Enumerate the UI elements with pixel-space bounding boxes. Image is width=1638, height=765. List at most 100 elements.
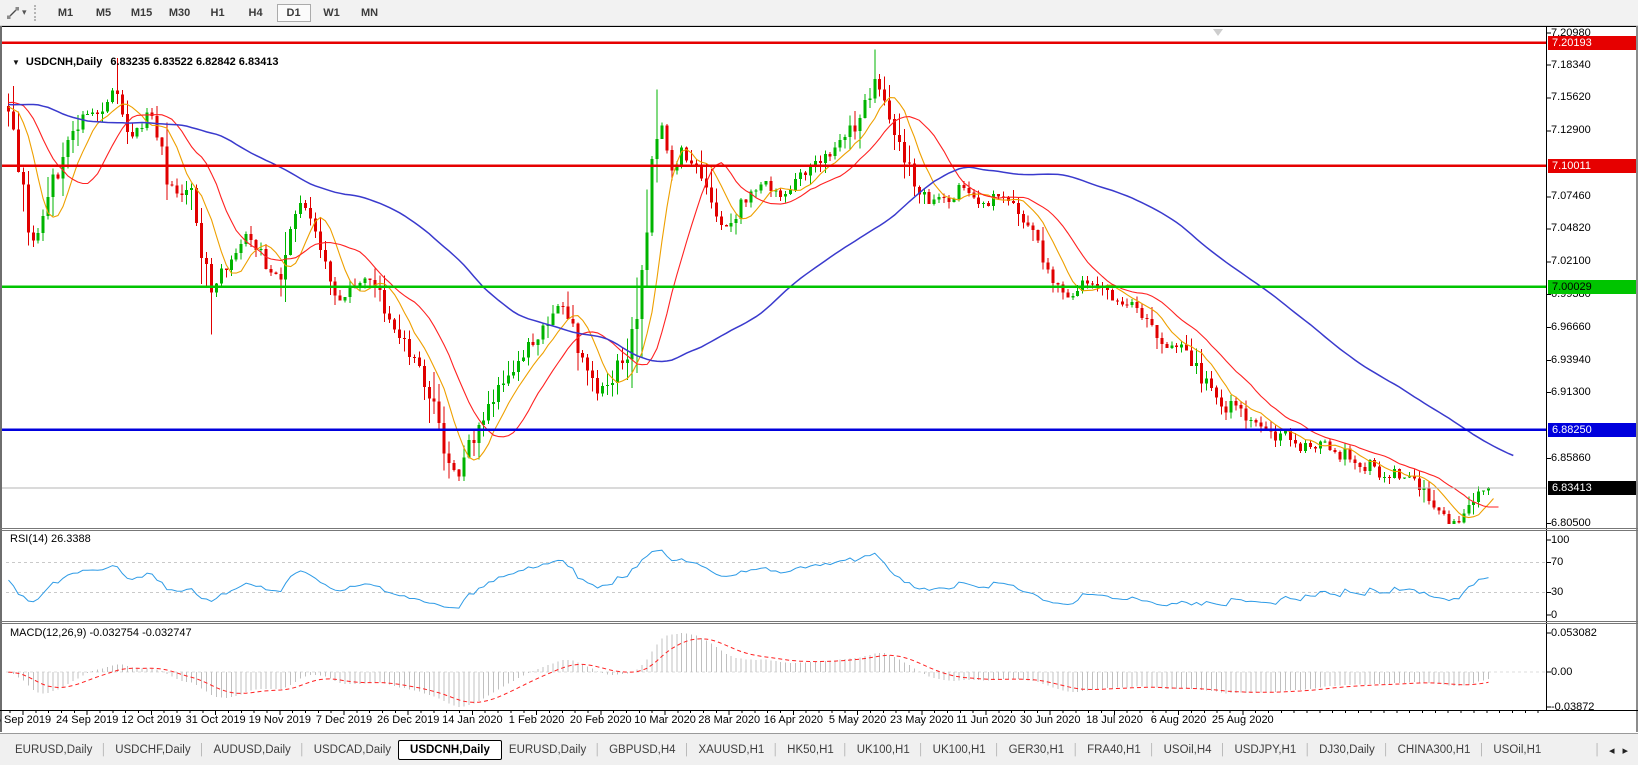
time-axis-label: 26 Dec 2019 [376,714,440,726]
rsi-axis-label: 100 [1551,533,1570,546]
tab-audusd-daily[interactable]: AUDUSD,Daily [213,744,291,756]
tab-eurusd-daily[interactable]: EURUSD,Daily [15,744,93,756]
rsi-macd-splitter[interactable] [0,621,1638,622]
chart-top-border [0,26,1638,27]
time-axis-label: 7 Dec 2019 [315,714,373,726]
tab-separator: │ [298,744,306,756]
chart-right-border [1636,26,1638,732]
price-axis-label: 7.07460 [1551,190,1591,203]
tab-dj30-daily[interactable]: DJ30,Daily [1319,744,1375,756]
time-axis-label: 5 May 2020 [828,714,887,726]
tab-separator: │ [1304,744,1312,756]
tab-separator: │ [1382,744,1390,756]
timeframe-button-m1[interactable]: M1 [57,7,74,19]
rsi-label: RSI(14) 26.3388 [10,533,91,545]
time-axis-label: 12 Oct 2019 [121,714,182,726]
price-axis-label: 6.93940 [1551,354,1591,367]
tab-usdcad-daily[interactable]: USDCAD,Daily [313,744,392,756]
time-axis-label: 20 Feb 2020 [569,714,632,726]
timeframe-button-m15[interactable]: M15 [130,7,153,19]
time-axis-label: 11 Jun 2020 [956,714,1016,726]
chart-title: ▼ USDCNH,Daily 6.83235 6.83522 6.82842 6.8… [12,56,279,68]
tab-eurusd-daily[interactable]: EURUSD,Daily [508,744,587,756]
tab-separator: │ [993,744,1001,756]
time-axis-label: 18 Jul 2020 [1085,714,1143,726]
time-axis-label: 5 Sep 2019 [0,714,52,726]
price-level-tag: 6.88250 [1548,422,1636,437]
price-axis-label: 6.85860 [1551,452,1591,465]
tab-uk100-h1[interactable]: UK100,H1 [932,744,986,756]
time-axis-label: 10 Mar 2020 [634,714,696,726]
main-rsi-splitter2 [0,530,1638,531]
tab-scroll-right-button[interactable]: ▸ [1622,744,1628,757]
timeframe-button-d1[interactable]: D1 [276,4,311,22]
toolbar: ▾ M1 M5 M15 M30 H1 H4 D1 W1 MN [0,0,1638,26]
timeframe-button-mn[interactable]: MN [360,7,379,19]
price-axis-label: 6.96660 [1551,321,1591,334]
chart-window: ▼ USDCNH,Daily 6.83235 6.83522 6.82842 6.8… [0,26,1638,732]
time-axis-label: 24 Sep 2019 [55,714,119,726]
price-axis-label: 6.80500 [1551,517,1591,529]
time-axis-label: 25 Aug 2020 [1211,714,1274,726]
time-axis-label: 6 Aug 2020 [1150,714,1207,726]
macd-panel[interactable] [6,625,1546,710]
tab-usdchf-daily[interactable]: USDCHF,Daily [115,744,191,756]
tab-scroll-arrows: │ ◂ ▸ [1590,744,1632,757]
macd-axis-label: 0.053082 [1551,626,1597,639]
timeframe-button-h1[interactable]: H1 [210,7,225,19]
toolbar-grip[interactable] [33,4,39,21]
time-axis-label: 28 Mar 2020 [698,714,761,726]
tab-separator: │ [100,744,108,756]
timeframe-button-w1[interactable]: W1 [323,7,340,19]
tab-separator: │ [1219,744,1227,756]
rsi-axis-label: 30 [1551,586,1564,598]
tab-separator: │ [683,744,691,756]
tab-xauusd-h1[interactable]: XAUUSD,H1 [698,744,765,756]
tab-arrows-separator: │ [1594,744,1601,756]
time-axis-label: 23 May 2020 [889,714,954,726]
price-axis-label: 7.04820 [1551,222,1591,235]
tab-separator: │ [772,744,780,756]
macd-axis-label: 0.00 [1551,665,1573,678]
tab-usdcnh-daily[interactable]: USDCNH,Daily [398,740,502,760]
price-axis-label: 7.12900 [1551,124,1591,137]
tab-usdjpy-h1[interactable]: USDJPY,H1 [1234,744,1297,756]
time-axis-label: 19 Nov 2019 [248,714,311,726]
tab-scroll-left-button[interactable]: ◂ [1608,744,1615,757]
time-axis-line [0,710,1638,711]
price-level-tag: 7.20193 [1548,35,1636,50]
tab-hk50-h1[interactable]: HK50,H1 [787,744,834,756]
tab-china300-h1[interactable]: CHINA300,H1 [1397,744,1471,756]
chart-left-border [0,26,2,732]
price-level-tag: 7.00029 [1548,279,1636,294]
tab-separator: │ [594,744,602,756]
main-rsi-splitter[interactable] [0,528,1638,529]
price-axis-label: 7.18340 [1551,58,1591,71]
rsi-macd-splitter2 [0,623,1638,624]
main-chart-panel[interactable] [6,27,1546,528]
timeframe-button-m30[interactable]: M30 [168,7,191,19]
tab-separator: │ [1148,744,1156,756]
tab-usoil-h1[interactable]: USOil,H1 [1493,744,1542,756]
tab-separator: │ [1478,744,1486,756]
trendline-cursor-icon[interactable] [4,4,22,22]
tab-gbpusd-h4[interactable]: GBPUSD,H4 [609,744,676,756]
tab-uk100-h1[interactable]: UK100,H1 [856,744,910,756]
tab-usoil-h4[interactable]: USOil,H4 [1163,744,1212,756]
time-axis-label: 16 Apr 2020 [763,714,824,726]
trendline-cursor-glyph [7,6,19,19]
chart-symbol-title: USDCNH,Daily [25,56,103,68]
time-axis-label: 1 Feb 2020 [508,714,565,726]
price-axis-line [1546,27,1547,710]
tab-strip: EURUSD,Daily │ USDCHF,Daily │ AUDUSD,Daily │ U… [8,740,1586,760]
time-axis-label: 30 Jun 2020 [1019,714,1081,726]
timeframe-button-h4[interactable]: H4 [248,7,263,19]
tab-fra40-h1[interactable]: FRA40,H1 [1087,744,1141,756]
dropdown-caret-icon[interactable]: ▾ [22,7,27,17]
rsi-panel[interactable] [6,531,1546,621]
collapse-chart-icon[interactable]: ▼ [12,58,20,67]
tab-ger30-h1[interactable]: GER30,H1 [1008,744,1065,756]
timeframe-button-m5[interactable]: M5 [95,7,112,19]
price-axis-label: 7.15620 [1551,91,1591,104]
